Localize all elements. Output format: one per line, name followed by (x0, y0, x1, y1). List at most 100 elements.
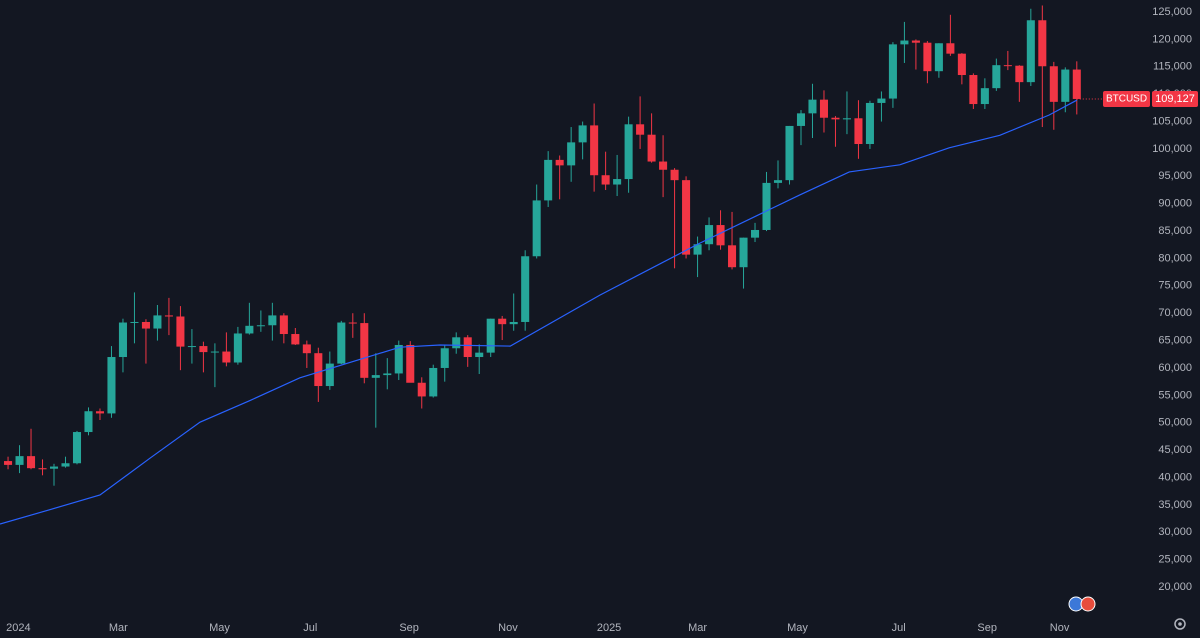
candle-body (670, 169, 679, 181)
candle-body (532, 200, 541, 257)
candles (4, 5, 1081, 486)
candle-body (383, 373, 392, 376)
candle-body (4, 461, 13, 465)
candle-body (647, 134, 656, 162)
candle-body (946, 43, 955, 54)
candle-body (796, 113, 806, 126)
y-tick-label: 105,000 (1152, 115, 1192, 127)
candle-body (1026, 20, 1035, 83)
candle-body (429, 367, 438, 397)
candle-body (302, 344, 311, 354)
candle-body (831, 117, 840, 120)
x-tick-label: Mar (688, 622, 707, 634)
candle-body (555, 159, 564, 166)
candle-body (325, 363, 334, 387)
candle-body (49, 466, 59, 469)
candle-body (969, 75, 978, 105)
candle-body (176, 316, 185, 347)
candle-body (877, 98, 886, 103)
candle-body (750, 229, 760, 238)
price-label-bg (1152, 90, 1198, 107)
candle-body (394, 344, 403, 374)
settings-icon[interactable] (1174, 618, 1186, 630)
candle-body (164, 315, 173, 317)
candle-body (72, 432, 82, 464)
y-tick-label: 35,000 (1158, 499, 1192, 511)
y-tick-label: 40,000 (1158, 471, 1192, 483)
candle-body (923, 42, 932, 72)
candle-body (360, 323, 369, 378)
y-tick-label: 95,000 (1158, 170, 1192, 182)
candle-body (865, 102, 874, 145)
y-tick-label: 60,000 (1158, 362, 1192, 374)
candle-body (716, 225, 725, 246)
candle-body (486, 318, 495, 353)
y-tick-label: 100,000 (1152, 143, 1192, 155)
events-icons[interactable] (1068, 596, 1096, 612)
candle-body (210, 351, 219, 353)
candle-body (1015, 65, 1024, 83)
candle-body (762, 182, 771, 230)
moving-average-line (0, 99, 1078, 525)
x-tick-label: Jul (892, 622, 906, 634)
settings-button[interactable] (1174, 618, 1186, 630)
price-label: 109,127 (1155, 93, 1195, 105)
candle-body (199, 346, 208, 353)
candle-body (590, 125, 599, 176)
candle-body (808, 99, 817, 114)
x-tick-label: Mar (109, 622, 128, 634)
candle-body (222, 351, 231, 363)
candle-body (348, 322, 357, 324)
y-tick-label: 50,000 (1158, 417, 1192, 429)
candle-body (888, 44, 897, 99)
y-tick-label: 80,000 (1158, 252, 1192, 264)
candle-body (141, 321, 150, 329)
y-tick-label: 30,000 (1158, 526, 1192, 538)
y-tick-label: 25,000 (1158, 554, 1192, 566)
candle-body (187, 346, 196, 348)
candle-body (728, 245, 737, 268)
y-tick-label: 125,000 (1152, 6, 1192, 18)
x-tick-label: Sep (399, 622, 419, 634)
event-icon[interactable] (1080, 596, 1096, 612)
candle-body (1038, 20, 1047, 67)
y-tick-label: 45,000 (1158, 444, 1192, 456)
candle-body (578, 125, 587, 143)
candle-body (624, 124, 633, 180)
candle-body (498, 318, 507, 325)
candle-body (567, 142, 576, 166)
candle-body (1003, 65, 1012, 67)
y-tick-label: 75,000 (1158, 280, 1192, 292)
candle-body (705, 225, 714, 245)
candle-body (911, 40, 920, 43)
candle-body (279, 315, 288, 335)
candle-body (463, 337, 472, 358)
candle-body (739, 237, 748, 268)
candle-body (406, 344, 415, 383)
candle-body (509, 321, 518, 325)
candle-body (15, 456, 24, 465)
candle-body (233, 333, 242, 363)
x-tick-label: May (209, 622, 230, 634)
y-tick-label: 90,000 (1158, 198, 1192, 210)
candle-body (337, 322, 346, 364)
y-tick-label: 85,000 (1158, 225, 1192, 237)
candle-body (819, 99, 828, 118)
candle-body (992, 65, 1001, 89)
x-tick-label: Nov (498, 622, 518, 634)
symbol-label-bg (1103, 90, 1150, 107)
x-tick-label: 2024 (6, 622, 30, 634)
y-tick-label: 70,000 (1158, 307, 1192, 319)
x-tick-label: Sep (977, 622, 997, 634)
candle-body (521, 256, 530, 322)
y-tick-label: 65,000 (1158, 334, 1192, 346)
candle-body (245, 325, 254, 334)
candle-body (613, 179, 622, 185)
candle-body (1061, 69, 1070, 102)
settings-icon-center[interactable] (1178, 622, 1182, 626)
candle-body (268, 315, 277, 326)
candle-body (452, 337, 461, 349)
candle-body (785, 125, 794, 181)
